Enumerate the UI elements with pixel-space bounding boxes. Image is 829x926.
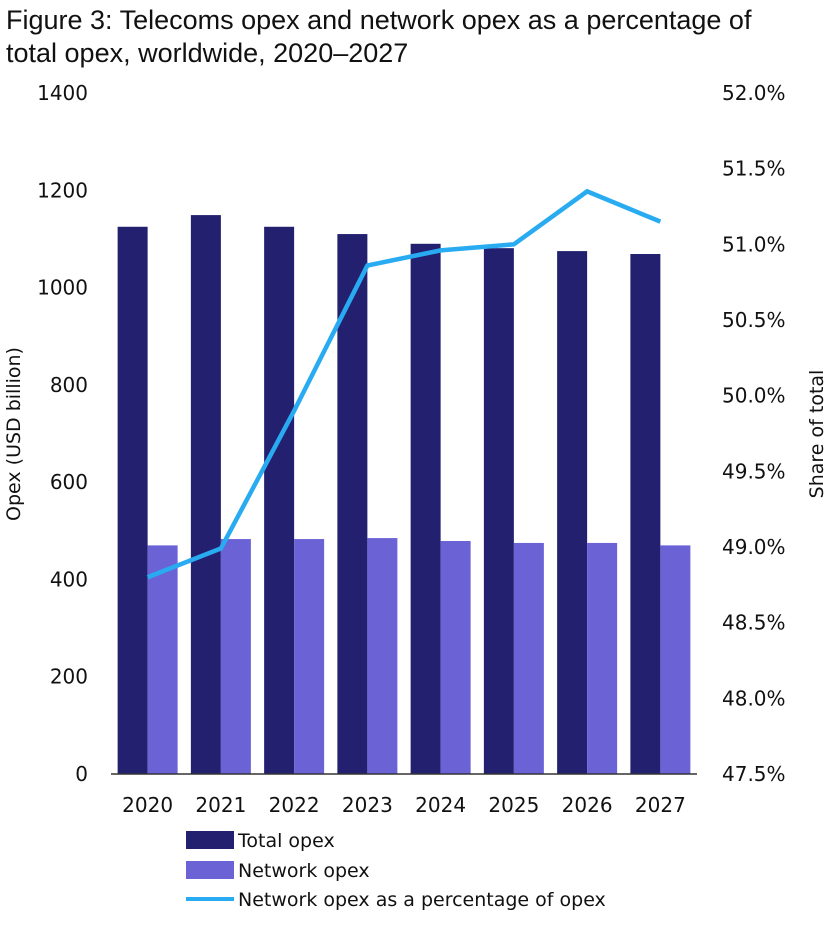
x-tick-label: 2023: [342, 793, 393, 817]
x-tick-label: 2027: [635, 793, 686, 817]
x-tick-label: 2021: [195, 793, 246, 817]
bar-total-opex-2027: [630, 254, 661, 774]
bars-layer: [117, 215, 691, 775]
bar-network-opex-2027: [660, 545, 691, 774]
x-tick-label: 2022: [269, 793, 320, 817]
y2-tick-label: 49.5%: [722, 459, 786, 483]
y-tick-label: 200: [50, 665, 88, 689]
y-tick-label: 400: [50, 567, 88, 591]
bar-network-opex-2022: [294, 539, 325, 774]
y-tick-label: 1400: [37, 81, 88, 105]
bar-network-opex-2026: [587, 542, 618, 774]
y2-tick-label: 49.0%: [722, 535, 786, 559]
bar-total-opex-2026: [557, 251, 588, 774]
x-tick-label: 2020: [122, 793, 173, 817]
y-tick-label: 600: [50, 470, 88, 494]
chart-title-line-1: Figure 3: Telecoms opex and network opex…: [6, 5, 752, 35]
bar-total-opex-2020: [117, 226, 148, 775]
bar-total-opex-2025: [483, 248, 514, 774]
y-axis-ticks: 0 200 400 600 800 1000 1200 1400: [37, 81, 88, 786]
bar-total-opex-2024: [410, 243, 441, 775]
legend: Total opex Network opex Network opex as …: [186, 830, 606, 911]
legend-label-network-pct: Network opex as a percentage of opex: [238, 889, 606, 911]
y2-tick-label: 50.5%: [722, 308, 786, 332]
y2-axis-ticks: 47.5% 48.0% 48.5% 49.0% 49.5% 50.0% 50.5% 51.0%…: [722, 81, 786, 786]
bar-network-opex-2020: [147, 545, 178, 774]
legend-swatch-total-opex: [186, 831, 234, 849]
y2-tick-label: 51.0%: [722, 232, 786, 256]
y-axis-label: Opex (USD billion): [3, 347, 25, 521]
y2-tick-label: 48.5%: [722, 611, 786, 635]
y2-tick-label: 48.0%: [722, 686, 786, 710]
bar-network-opex-2021: [220, 539, 251, 774]
y-tick-label: 0: [75, 762, 88, 786]
y2-tick-label: 52.0%: [722, 81, 786, 105]
x-axis-ticks: 2020 2021 2022 2023 2024 2025 2026 2027: [122, 793, 686, 817]
y2-tick-label: 51.5%: [722, 157, 786, 181]
y2-tick-label: 47.5%: [722, 762, 786, 786]
bar-network-opex-2025: [513, 542, 544, 774]
y-tick-label: 1000: [37, 276, 88, 300]
x-tick-label: 2025: [488, 793, 539, 817]
bar-network-opex-2023: [367, 538, 398, 774]
x-tick-label: 2024: [415, 793, 466, 817]
bar-total-opex-2021: [190, 215, 221, 774]
y-tick-label: 800: [50, 373, 88, 397]
y2-axis-label: Share of total: [806, 370, 828, 499]
y-tick-label: 1200: [37, 178, 88, 202]
series-line-network-pct: [146, 188, 662, 580]
legend-label-network-opex: Network opex: [238, 860, 370, 882]
y2-tick-label: 50.0%: [722, 384, 786, 408]
bar-network-opex-2024: [440, 541, 471, 774]
x-tick-label: 2026: [562, 793, 613, 817]
bar-total-opex-2023: [337, 234, 368, 775]
chart-title-line-2: total opex, worldwide, 2020–2027: [6, 38, 409, 68]
legend-label-total-opex: Total opex: [237, 830, 335, 852]
legend-swatch-network-opex: [186, 861, 234, 879]
bar-total-opex-2022: [264, 226, 295, 775]
chart-title: Figure 3: Telecoms opex and network opex…: [6, 4, 751, 70]
